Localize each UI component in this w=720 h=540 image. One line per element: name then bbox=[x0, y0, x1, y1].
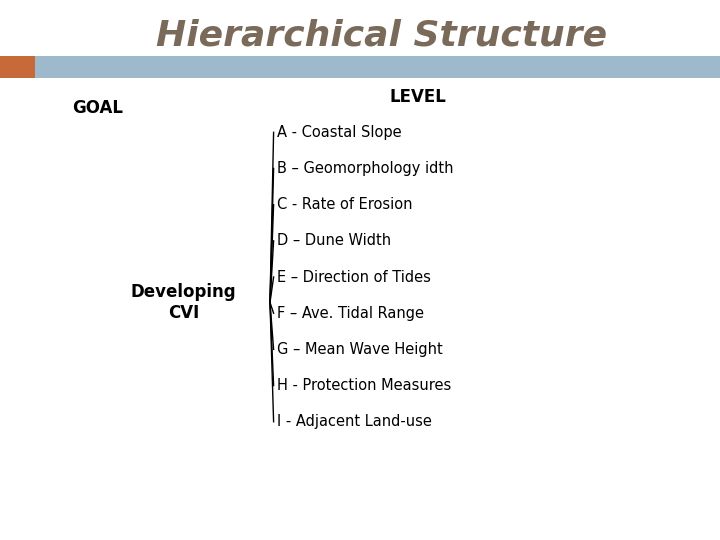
Text: GOAL: GOAL bbox=[72, 99, 123, 117]
Bar bbox=[0, 56, 35, 78]
Text: G – Mean Wave Height: G – Mean Wave Height bbox=[277, 342, 443, 357]
Text: H - Protection Measures: H - Protection Measures bbox=[277, 378, 451, 393]
Text: I - Adjacent Land-use: I - Adjacent Land-use bbox=[277, 414, 432, 429]
Text: C - Rate of Erosion: C - Rate of Erosion bbox=[277, 197, 413, 212]
Text: Hierarchical Structure: Hierarchical Structure bbox=[156, 18, 607, 52]
Text: D – Dune Width: D – Dune Width bbox=[277, 233, 392, 248]
Text: LEVEL: LEVEL bbox=[390, 88, 446, 106]
Text: A - Coastal Slope: A - Coastal Slope bbox=[277, 125, 402, 140]
Bar bbox=[0, 56, 720, 78]
Text: Developing
CVI: Developing CVI bbox=[131, 283, 236, 322]
Text: E – Direction of Tides: E – Direction of Tides bbox=[277, 269, 431, 285]
Text: B – Geomorphology idth: B – Geomorphology idth bbox=[277, 161, 454, 176]
Text: F – Ave. Tidal Range: F – Ave. Tidal Range bbox=[277, 306, 424, 321]
